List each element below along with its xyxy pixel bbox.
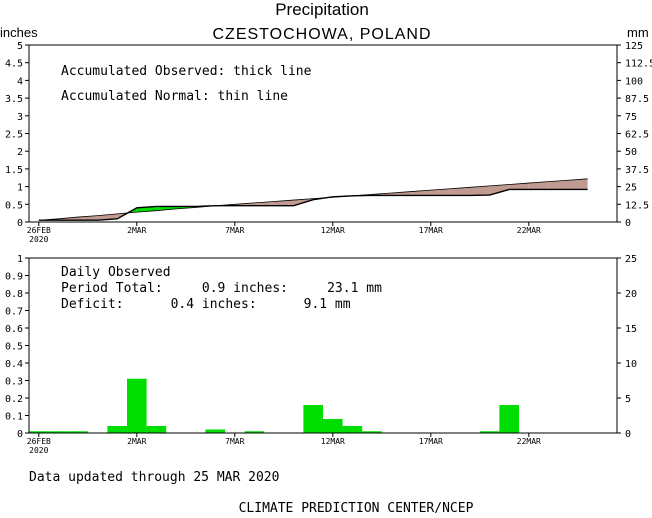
accum-xtick-year: 2020 bbox=[29, 235, 48, 244]
accum-y2tick-label: 37.5 bbox=[625, 165, 649, 176]
daily-y2tick-label: 0 bbox=[625, 429, 631, 440]
accum-fill-segment bbox=[254, 201, 274, 206]
accum-ytick-label: 1 bbox=[17, 183, 23, 194]
accum-y2tick-label: 62.5 bbox=[625, 130, 649, 141]
daily-bar bbox=[146, 426, 167, 433]
accum-fill-segment bbox=[430, 188, 451, 196]
accum-ytick-label: 0.5 bbox=[5, 200, 23, 211]
daily-bar bbox=[362, 431, 382, 433]
accum-fill-segment bbox=[391, 191, 412, 196]
accum-xtick-label: 7MAR bbox=[225, 226, 244, 235]
accum-fill-segment bbox=[509, 183, 529, 190]
accum-y2tick-label: 25 bbox=[625, 183, 637, 194]
daily-ytick-label: 0 bbox=[17, 429, 23, 440]
accum-xtick-label: 12MAR bbox=[321, 226, 345, 235]
daily-xtick-label: 22MAR bbox=[517, 437, 541, 446]
daily-bar bbox=[107, 426, 127, 433]
accum-y2tick-label: 75 bbox=[625, 112, 637, 123]
daily-xtick-year: 2020 bbox=[29, 446, 48, 455]
daily-ytick-label: 0.9 bbox=[5, 272, 23, 283]
daily-y2tick-label: 25 bbox=[625, 254, 637, 265]
daily-bar bbox=[244, 431, 265, 433]
accum-ytick-label: 2 bbox=[17, 147, 23, 158]
daily-bar bbox=[127, 378, 147, 433]
accum-ytick-label: 4.5 bbox=[5, 59, 23, 70]
daily-note: Period Total: 0.9 inches: 23.1 mm bbox=[61, 281, 382, 296]
daily-ytick-label: 0.2 bbox=[5, 394, 23, 405]
right-unit-label: mm bbox=[627, 25, 649, 40]
daily-bar bbox=[342, 426, 363, 433]
accum-fill-segment bbox=[470, 185, 490, 196]
observed-accum-line bbox=[38, 188, 588, 221]
daily-ytick-label: 0.3 bbox=[5, 377, 23, 388]
updated-note: Data updated through 25 MAR 2020 bbox=[29, 470, 279, 485]
daily-xtick-label: 12MAR bbox=[321, 437, 345, 446]
daily-bar bbox=[29, 431, 49, 433]
chart-title: Precipitation bbox=[275, 0, 369, 19]
accum-note: Accumulated Normal: thin line bbox=[61, 89, 288, 104]
daily-xtick-label: 26FEB bbox=[27, 437, 51, 446]
daily-bar bbox=[303, 405, 323, 433]
accum-y2tick-label: 87.5 bbox=[625, 94, 649, 105]
footer-credit: CLIMATE PREDICTION CENTER/NCEP bbox=[239, 501, 474, 516]
left-unit-label: inches bbox=[0, 25, 38, 40]
accum-fill-segment bbox=[548, 180, 568, 190]
daily-xtick-label: 2MAR bbox=[127, 437, 146, 446]
daily-bar bbox=[205, 429, 225, 433]
accum-ytick-label: 5 bbox=[17, 41, 23, 52]
accum-xtick-label: 2MAR bbox=[127, 226, 146, 235]
accum-xtick-label: 26FEB bbox=[27, 226, 51, 235]
daily-ytick-label: 0.5 bbox=[5, 342, 23, 353]
daily-bar bbox=[323, 419, 343, 433]
daily-ytick-label: 0.4 bbox=[5, 359, 23, 370]
accum-ytick-label: 4 bbox=[17, 76, 23, 87]
accum-y2tick-label: 50 bbox=[625, 147, 637, 158]
accum-fill-segment bbox=[528, 181, 549, 190]
daily-ytick-label: 1 bbox=[17, 254, 23, 265]
daily-y2tick-label: 5 bbox=[625, 394, 631, 405]
accum-y2tick-label: 112.5 bbox=[625, 59, 652, 70]
daily-y2tick-label: 15 bbox=[625, 324, 637, 335]
daily-xtick-label: 7MAR bbox=[225, 437, 244, 446]
daily-bar bbox=[68, 431, 88, 433]
daily-note: Deficit: 0.4 inches: 9.1 mm bbox=[61, 297, 351, 312]
accum-fill-segment bbox=[156, 206, 176, 211]
accum-y2tick-label: 125 bbox=[625, 41, 643, 52]
accum-y2tick-label: 100 bbox=[625, 76, 643, 87]
daily-panel: 00.10.20.30.40.50.60.70.80.9105101520252… bbox=[5, 254, 637, 455]
accum-fill-segment bbox=[489, 184, 510, 196]
daily-xtick-label: 17MAR bbox=[419, 437, 443, 446]
accum-ytick-label: 3 bbox=[17, 112, 23, 123]
accum-ytick-label: 1.5 bbox=[5, 165, 23, 176]
accum-ytick-label: 0 bbox=[17, 218, 23, 229]
accum-fill-segment bbox=[450, 187, 470, 196]
daily-y2tick-label: 10 bbox=[625, 359, 637, 370]
daily-ytick-label: 0.6 bbox=[5, 324, 23, 335]
daily-note: Daily Observed bbox=[61, 265, 171, 280]
accum-xtick-label: 22MAR bbox=[517, 226, 541, 235]
accumulated-notes: Accumulated Observed: thick line Accumula… bbox=[61, 64, 312, 104]
daily-bar bbox=[479, 431, 500, 433]
daily-y2tick-label: 20 bbox=[625, 289, 637, 300]
daily-bar bbox=[499, 405, 519, 433]
accum-y2tick-label: 0 bbox=[625, 218, 631, 229]
daily-ytick-label: 0.8 bbox=[5, 289, 23, 300]
accumulated-panel: 00.511.522.533.544.55012.52537.55062.575… bbox=[5, 41, 652, 244]
accum-ytick-label: 2.5 bbox=[5, 130, 23, 141]
accum-ytick-label: 3.5 bbox=[5, 94, 23, 105]
daily-ytick-label: 0.1 bbox=[5, 412, 23, 423]
accum-xtick-label: 17MAR bbox=[419, 226, 443, 235]
normal-accum-line bbox=[38, 178, 588, 221]
daily-bar bbox=[48, 431, 69, 433]
chart-location: CZESTOCHOWA, POLAND bbox=[212, 26, 431, 43]
accum-note: Accumulated Observed: thick line bbox=[61, 64, 312, 79]
accum-y2tick-label: 12.5 bbox=[625, 200, 649, 211]
daily-ytick-label: 0.7 bbox=[5, 307, 23, 318]
accum-fill-segment bbox=[568, 178, 588, 190]
